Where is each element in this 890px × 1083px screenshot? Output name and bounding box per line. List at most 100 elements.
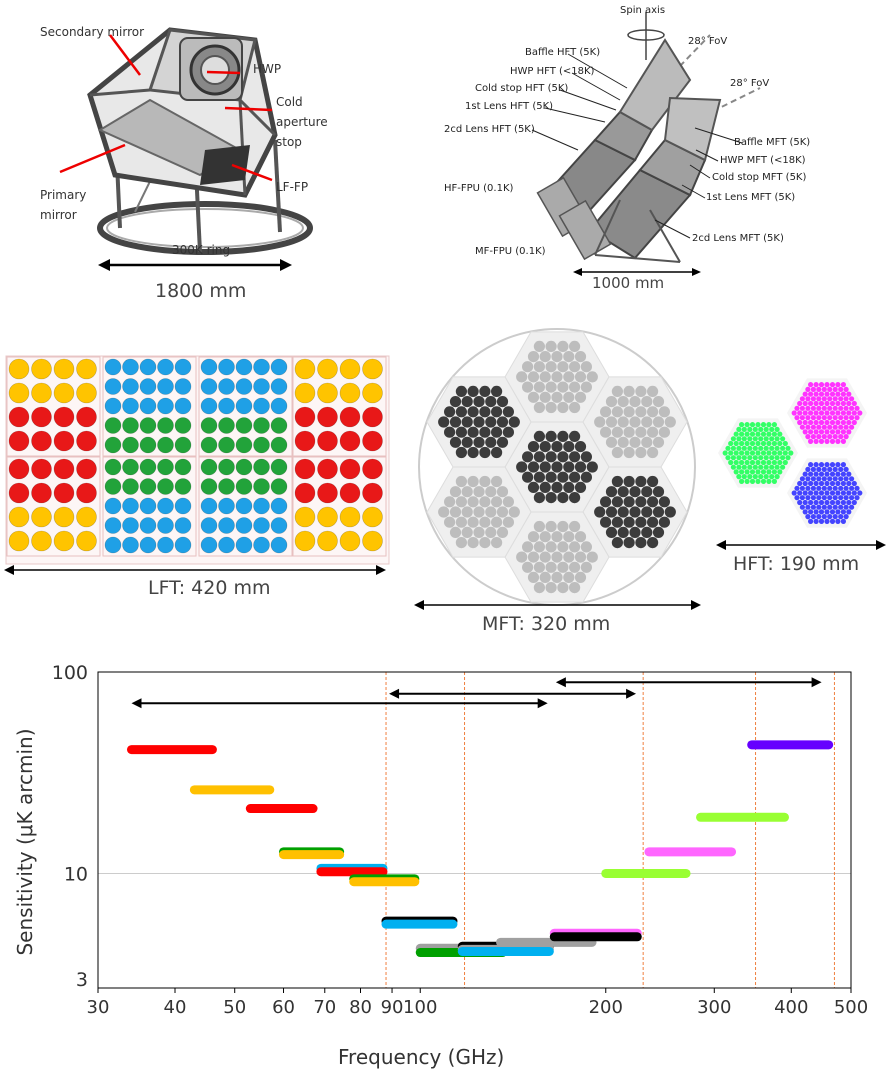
hft-pixel — [780, 455, 786, 461]
mft-pixel — [491, 426, 503, 438]
mft-pixel — [496, 506, 509, 518]
lft-pixel — [139, 397, 157, 415]
hft-pixel — [843, 386, 849, 392]
x-tick-label: 200 — [589, 997, 623, 1018]
mft-pixel — [496, 416, 509, 428]
hft-pixel — [733, 431, 739, 437]
mft-pixel — [647, 516, 659, 528]
hft-pixel — [838, 514, 844, 520]
lft-pixel — [139, 517, 157, 534]
mft-pixel — [545, 541, 557, 553]
hft-pixel — [840, 419, 846, 426]
lft-pixel — [218, 417, 235, 434]
lft-pixel — [139, 358, 157, 376]
hft-pixel — [739, 459, 745, 466]
hft-pixel — [760, 422, 767, 428]
baffle-mft-label: Baffle MFT (5K) — [734, 137, 811, 148]
mft-pixel — [617, 396, 629, 408]
hft-pixel — [832, 415, 838, 421]
lft-pixel — [174, 497, 192, 515]
mft-pixel — [574, 391, 587, 403]
mft-pixel — [545, 340, 557, 352]
hft-pixel — [760, 478, 767, 484]
lft-pixel — [317, 430, 338, 452]
hft-pixel — [849, 405, 855, 411]
lft-pixel — [235, 436, 253, 454]
mft-pixel — [635, 406, 647, 418]
hft-pixel — [730, 455, 736, 461]
y-tick-label: 10 — [64, 863, 88, 885]
hft-pixel — [758, 436, 764, 442]
lft-pixel — [157, 436, 174, 454]
mft-pixel — [533, 561, 545, 573]
mft-pixel — [473, 416, 485, 428]
mft-pixel — [569, 471, 581, 483]
mft-pixel — [522, 451, 534, 463]
hwp-mft-label: HWP MFT (<18K) — [720, 155, 806, 166]
hft-pixel — [728, 440, 734, 447]
lft-pixel — [174, 417, 192, 434]
lft-pixel — [218, 358, 235, 376]
lft-pixel — [270, 478, 288, 495]
mft-pixel — [491, 385, 503, 397]
hft-pixel — [843, 424, 849, 430]
hft-pixel — [846, 509, 852, 515]
hft-pixel — [835, 471, 841, 477]
mft-pixel — [647, 537, 659, 549]
hft-pixel — [730, 464, 736, 470]
mft-pixel — [479, 426, 491, 438]
hft-pixel — [766, 431, 772, 437]
mft-wafer — [426, 466, 532, 558]
hft-pixel — [749, 450, 756, 456]
hft-pixel — [849, 495, 855, 501]
hft-pixel — [829, 419, 836, 426]
hft-pixel — [824, 509, 830, 515]
hft-pixel — [818, 391, 825, 397]
mft-pixel — [658, 426, 670, 438]
hft-pixel — [739, 440, 745, 447]
mft-pixel — [586, 551, 598, 563]
hft-size-label: HFT: 190 mm — [733, 553, 860, 575]
hft-pixel — [736, 426, 742, 432]
mft-pixel — [569, 401, 581, 414]
hft-pixel — [760, 469, 767, 475]
hft-pixel — [739, 431, 745, 437]
hft-pixel — [818, 509, 825, 515]
hft-dimension-arrow — [716, 540, 886, 550]
hft-pixel — [777, 469, 783, 475]
hft-pixel — [766, 422, 772, 428]
hft-pixel — [835, 480, 841, 487]
hft-pixel — [808, 438, 814, 444]
hft-pixel — [766, 440, 772, 447]
mft-pixel — [586, 461, 598, 473]
mft-pixel — [623, 496, 635, 508]
x-tick-label: 70 — [313, 997, 336, 1018]
hft-pixel — [752, 445, 758, 451]
mft-pixel — [611, 385, 623, 397]
mft-pixel — [461, 486, 473, 498]
mft-pixel — [569, 430, 581, 442]
lft-pixel — [174, 358, 192, 376]
hft-pixel — [816, 396, 822, 402]
mft-pixel — [502, 516, 514, 528]
lft-pixel — [122, 397, 139, 415]
mft-pixel — [467, 516, 479, 528]
lft-pixel — [174, 458, 192, 476]
lft-pixel — [104, 517, 122, 534]
lf-fp-label: LF-FP — [276, 180, 309, 194]
hft-pixel — [838, 424, 844, 430]
hft-pixel — [794, 485, 800, 491]
mft-pixel — [569, 561, 581, 573]
lft-pixel — [235, 378, 253, 395]
mft-pixel — [574, 571, 587, 583]
cold-stop-hft-label: Cold stop HFT (5K) — [475, 83, 569, 94]
hft-pixel — [824, 518, 830, 524]
mft-pixel — [617, 486, 629, 498]
mft-pixel — [491, 516, 503, 528]
hft-pixel — [854, 415, 860, 421]
mft-pixel — [623, 516, 635, 528]
hft-pixel — [744, 450, 750, 456]
mft-pixel — [563, 481, 575, 493]
hft-pixel — [829, 382, 836, 388]
hft-pixel — [851, 400, 857, 407]
